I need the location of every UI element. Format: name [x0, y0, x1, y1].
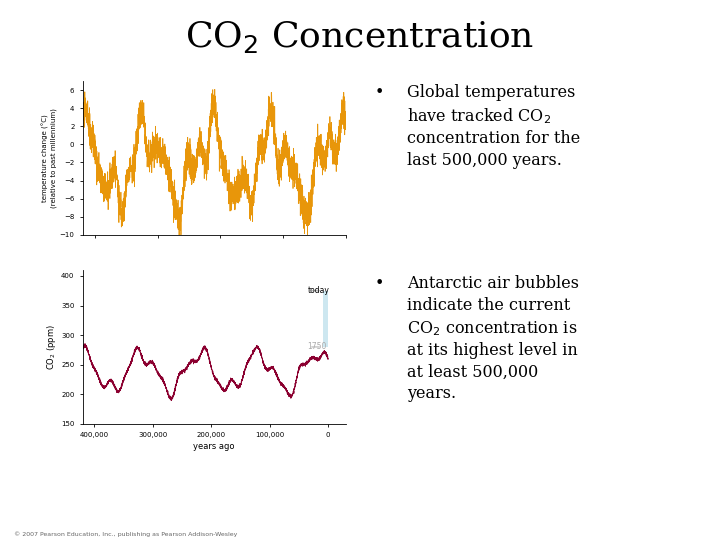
X-axis label: years ago: years ago: [194, 442, 235, 451]
Y-axis label: CO$_2$ (ppm): CO$_2$ (ppm): [45, 324, 58, 370]
Text: •: •: [374, 275, 384, 292]
Text: •: •: [374, 84, 384, 100]
Text: © 2007 Pearson Education, Inc., publishing as Pearson Addison-Wesley: © 2007 Pearson Education, Inc., publishi…: [14, 532, 238, 537]
Text: today: today: [307, 286, 330, 295]
Text: CO$_2$ Concentration: CO$_2$ Concentration: [186, 19, 534, 55]
Bar: [323, 291, 328, 347]
Text: Global temperatures
have tracked CO$_2$
concentration for the
last 500,000 years: Global temperatures have tracked CO$_2$ …: [407, 84, 580, 168]
Y-axis label: temperature change (°C)
(relative to past millennium): temperature change (°C) (relative to pas…: [42, 108, 57, 208]
Text: Antarctic air bubbles
indicate the current
CO$_2$ concentration is
at its highes: Antarctic air bubbles indicate the curre…: [407, 275, 579, 402]
Text: 1750: 1750: [307, 342, 327, 352]
